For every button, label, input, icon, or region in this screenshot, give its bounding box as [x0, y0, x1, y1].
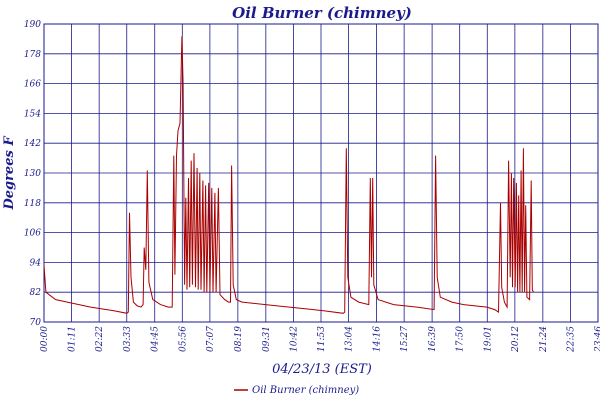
- x-tick-label: 23:46: [594, 326, 600, 353]
- x-tick-label: 04:45: [151, 326, 161, 352]
- x-tick-label: 16:39: [428, 326, 438, 352]
- chart-title: Oil Burner (chimney): [232, 4, 412, 22]
- y-tick-label: 106: [24, 229, 41, 239]
- x-tick-label: 07:07: [206, 326, 216, 352]
- y-axis-ticks: 70 82 94 106 118 130 142 154 166 178 190: [24, 20, 41, 328]
- x-tick-label: 00:00: [40, 326, 50, 352]
- y-tick-label: 142: [24, 139, 41, 149]
- y-tick-label: 118: [24, 199, 41, 209]
- x-tick-label: 22:35: [566, 326, 576, 353]
- x-tick-label: 19:01: [483, 326, 493, 352]
- y-tick-label: 178: [24, 50, 41, 60]
- x-tick-label: 05:56: [178, 326, 188, 352]
- x-axis-ticks: 00:00 01:11 02:22 03:33 04:45 05:56 07:07 08:19…: [40, 326, 600, 353]
- y-tick-label: 166: [24, 80, 41, 90]
- series-line: [43, 36, 534, 314]
- x-tick-label: 09:31: [262, 326, 272, 352]
- plot-frame: [43, 23, 599, 323]
- x-tick-label: 10:42: [289, 326, 299, 352]
- x-tick-label: 01:11: [68, 326, 78, 352]
- y-tick-label: 190: [24, 20, 41, 30]
- y-tick-label: 154: [24, 109, 41, 119]
- y-axis-label: Degrees F: [2, 136, 17, 211]
- y-tick-label: 94: [30, 258, 42, 268]
- y-tick-label: 70: [30, 318, 42, 328]
- legend-label: Oil Burner (chimney): [252, 385, 359, 396]
- y-tick-label: 130: [24, 169, 41, 179]
- x-tick-label: 20:12: [511, 326, 521, 353]
- x-tick-label: 03:33: [123, 326, 133, 352]
- legend: Oil Burner (chimney): [234, 385, 359, 396]
- x-tick-label: 13:04: [345, 326, 355, 352]
- x-tick-label: 17:50: [456, 326, 466, 352]
- x-axis-label: 04/23/13 (EST): [272, 362, 372, 377]
- y-tick-label: 82: [30, 288, 42, 298]
- x-tick-label: 11:53: [317, 326, 327, 352]
- x-tick-label: 21:24: [539, 326, 549, 353]
- x-tick-label: 02:22: [95, 326, 105, 352]
- x-tick-label: 14:16: [373, 326, 383, 352]
- x-tick-label: 15:27: [400, 326, 410, 352]
- x-tick-label: 08:19: [234, 326, 244, 352]
